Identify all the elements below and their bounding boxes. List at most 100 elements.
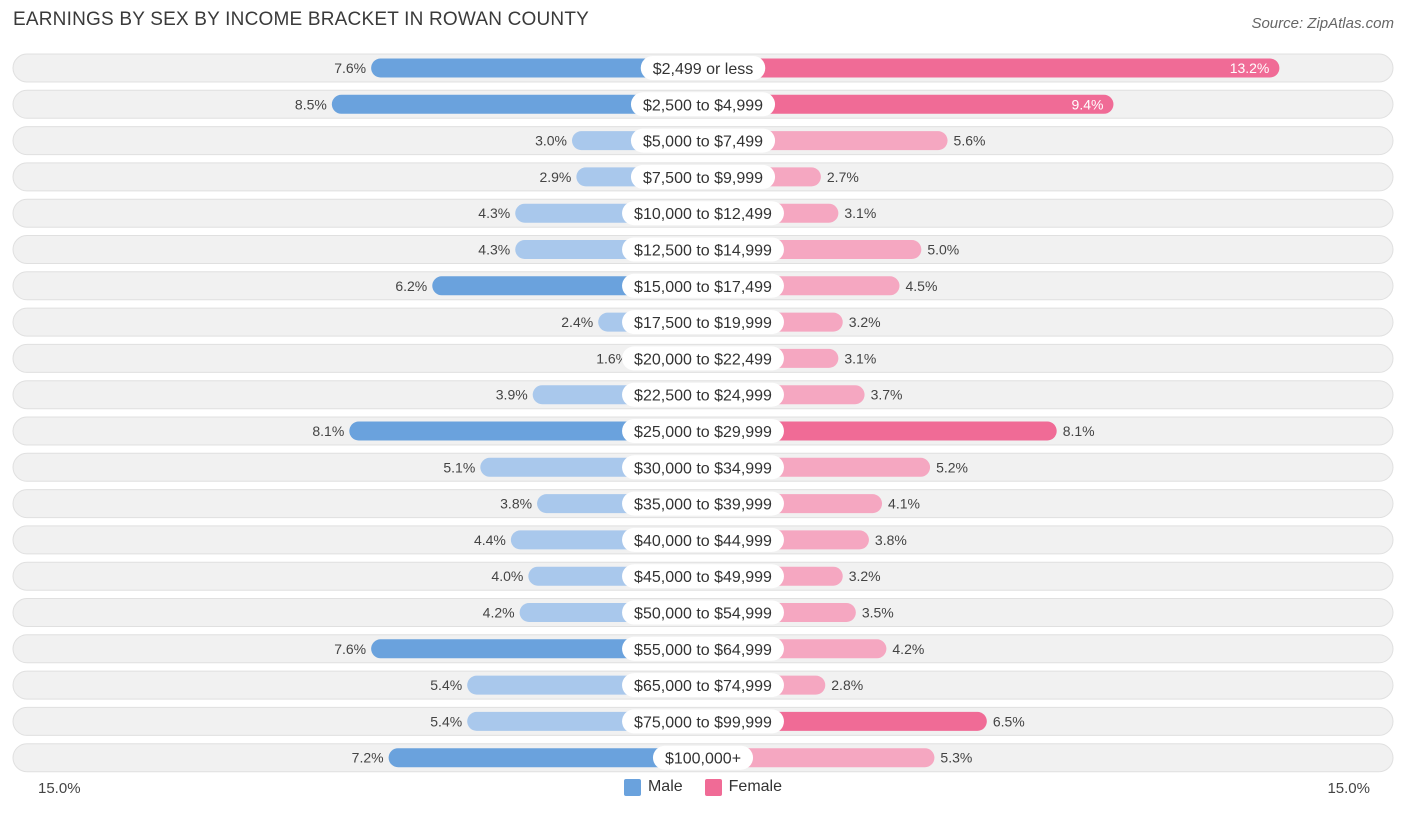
male-value-label: 6.2% [395,278,427,294]
category-pill [622,673,784,698]
male-value-label: 4.2% [483,605,515,621]
category-label: $12,500 to $14,999 [634,243,772,260]
female-swatch [704,778,722,796]
female-value-label: 5.3% [940,750,972,766]
source-label: Source: ZipAtlas.com [1251,15,1394,32]
male-value-label: 2.4% [561,314,593,330]
female-value-label: 5.0% [927,242,959,258]
female-value-label: 3.5% [862,605,894,621]
female-value-label: 3.1% [844,350,876,366]
category-label: $55,000 to $64,999 [634,642,772,659]
male-value-label: 1.6% [596,350,628,366]
male-bar[interactable] [371,639,703,659]
category-label: $40,000 to $44,999 [634,533,772,550]
male-bar[interactable] [388,748,703,768]
male-value-label: 8.5% [295,96,327,112]
male-value-label: 4.4% [474,532,506,548]
category-pill [622,636,784,661]
female-value-label: 4.5% [906,278,938,294]
female-value-label: 3.7% [871,387,903,403]
legend-male-label: Male [647,778,683,795]
category-pill [622,419,784,443]
male-value-label: 2.9% [539,169,571,185]
category-pill [622,455,784,480]
category-label: $15,000 to $17,499 [634,279,772,296]
category-pill [630,164,776,189]
legend: Male Female [0,778,1406,796]
female-value-label: 3.1% [844,205,876,221]
category-label: $35,000 to $39,999 [634,497,772,514]
female-bar[interactable] [703,94,1114,114]
category-label: $25,000 to $29,999 [634,424,772,441]
female-bar[interactable] [703,748,935,768]
female-value-label: 3.2% [849,568,881,584]
female-bar[interactable] [703,58,1280,78]
female-value-label: 5.6% [954,133,986,149]
legend-item-female[interactable]: Female [704,778,782,796]
category-pill [622,709,784,734]
category-label: $75,000 to $99,999 [634,714,772,731]
category-label: $2,499 or less [653,61,754,78]
category-pill [622,237,784,262]
male-value-label: 7.6% [334,60,366,76]
category-pill [622,273,784,298]
category-label: $30,000 to $34,999 [634,460,772,477]
category-pill [622,600,784,625]
female-value-label: 2.7% [827,169,859,185]
male-value-label: 5.4% [430,677,462,693]
category-pill [622,382,784,407]
male-bar[interactable] [349,421,703,441]
category-pill [622,491,784,516]
female-value-label: 6.5% [993,713,1025,729]
male-swatch [623,778,641,796]
category-pill [622,346,784,371]
female-value-label: 2.8% [831,677,863,693]
male-bar[interactable] [371,58,703,78]
category-label: $5,000 to $7,499 [643,134,763,151]
category-pill [630,128,776,153]
female-bar[interactable] [703,421,1057,441]
chart-title: EARNINGS BY SEX BY INCOME BRACKET IN ROW… [13,9,590,30]
male-value-label: 4.3% [478,205,510,221]
axis-max-label: 15.0% [1327,780,1370,797]
male-value-label: 7.2% [352,750,384,766]
category-pill [622,527,784,552]
female-value-label: 4.1% [888,496,920,512]
category-label: $2,500 to $4,999 [643,97,763,114]
male-value-label: 5.4% [430,713,462,729]
male-value-label: 3.9% [496,387,528,403]
category-label: $20,000 to $22,499 [634,351,772,368]
category-label: $10,000 to $12,499 [634,206,772,223]
category-pill [622,564,784,589]
category-pill [622,201,784,226]
male-value-label: 5.1% [443,459,475,475]
category-pill [652,745,754,770]
female-value-label: 5.2% [936,459,968,475]
axis-min-label: 15.0% [38,780,81,797]
female-value-label: 13.2% [1230,60,1270,76]
male-value-label: 4.0% [491,568,523,584]
category-label: $22,500 to $24,999 [634,388,772,405]
male-value-label: 7.6% [334,641,366,657]
category-label: $100,000+ [665,751,741,768]
female-value-label: 4.2% [892,641,924,657]
male-value-label: 3.0% [535,133,567,149]
female-value-label: 3.8% [875,532,907,548]
category-pill [630,92,776,117]
male-value-label: 4.3% [478,242,510,258]
male-bar[interactable] [331,94,703,114]
female-value-label: 9.4% [1072,96,1104,112]
male-value-label: 8.1% [312,423,344,439]
category-pill [622,310,784,335]
category-label: $45,000 to $49,999 [634,569,772,586]
category-label: $17,500 to $19,999 [634,315,772,332]
category-pill [640,56,766,80]
female-value-label: 3.2% [849,314,881,330]
category-label: $7,500 to $9,999 [643,170,763,187]
category-label: $65,000 to $74,999 [634,678,772,695]
female-value-label: 8.1% [1063,423,1095,439]
category-label: $50,000 to $54,999 [634,606,772,623]
legend-item-male[interactable]: Male [623,778,683,796]
male-value-label: 3.8% [500,496,532,512]
